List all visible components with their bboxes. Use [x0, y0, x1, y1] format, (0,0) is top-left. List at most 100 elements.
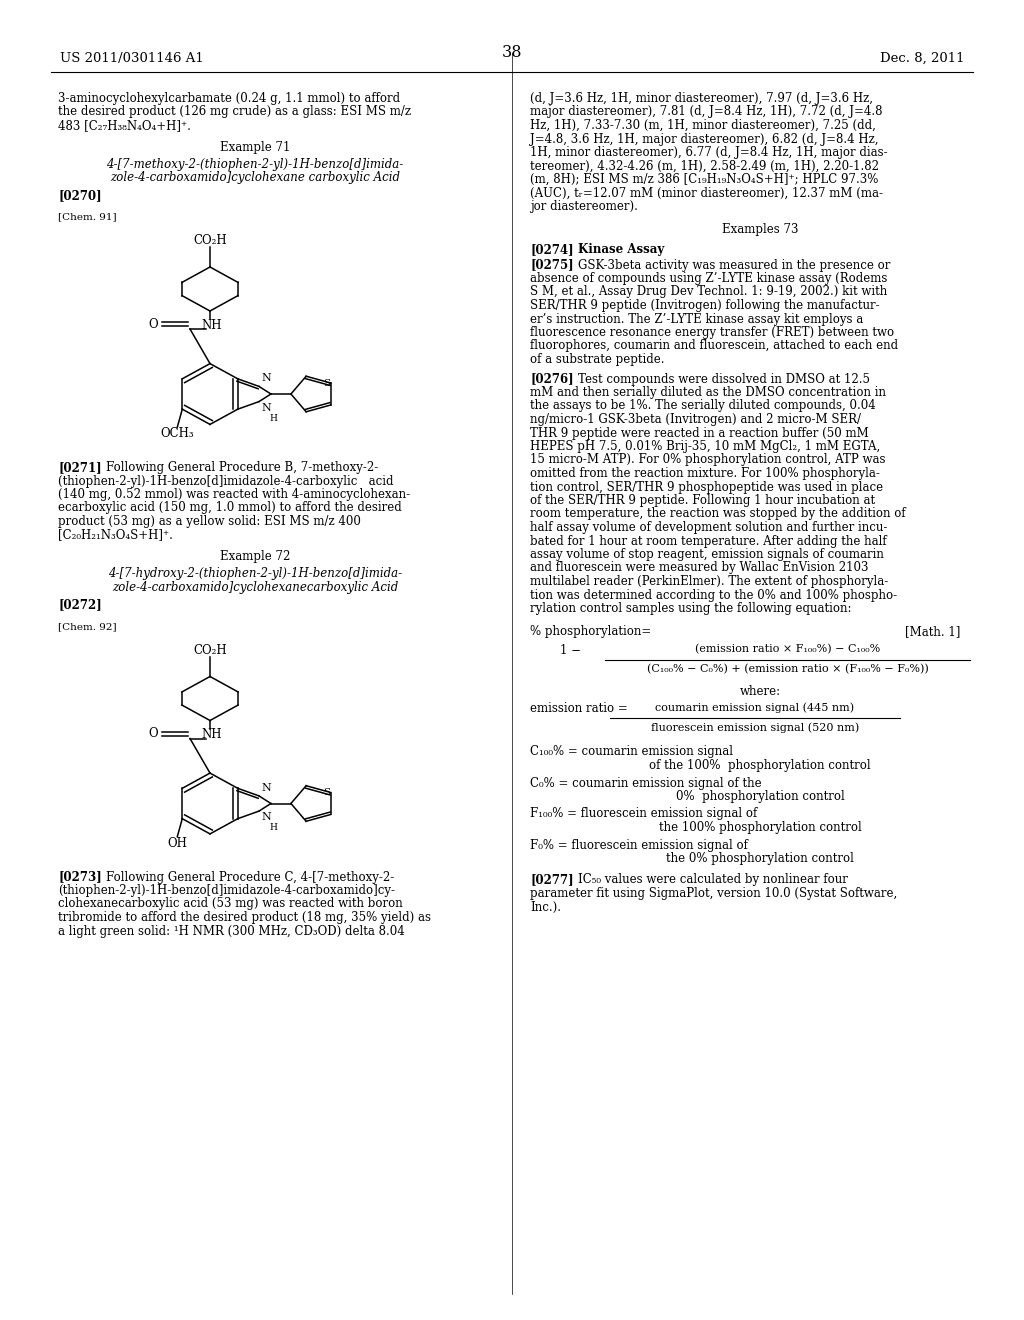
Text: N: N	[261, 403, 270, 413]
Text: [0273]: [0273]	[58, 870, 101, 883]
Text: emission ratio =: emission ratio =	[530, 702, 628, 715]
Text: [0276]: [0276]	[530, 372, 573, 385]
Text: US 2011/0301146 A1: US 2011/0301146 A1	[60, 51, 204, 65]
Text: zole-4-carboxamido]cyclohexane carboxylic Acid: zole-4-carboxamido]cyclohexane carboxyli…	[110, 172, 400, 185]
Text: tereomer), 4.32-4.26 (m, 1H), 2.58-2.49 (m, 1H), 2.20-1.82: tereomer), 4.32-4.26 (m, 1H), 2.58-2.49 …	[530, 160, 879, 173]
Text: F₁₀₀% = fluorescein emission signal of: F₁₀₀% = fluorescein emission signal of	[530, 808, 758, 821]
Text: the 0% phosphorylation control: the 0% phosphorylation control	[666, 851, 854, 865]
Text: Dec. 8, 2011: Dec. 8, 2011	[880, 51, 964, 65]
Text: N: N	[261, 783, 270, 793]
Text: NH: NH	[202, 319, 222, 333]
Text: absence of compounds using Z’-LYTE kinase assay (Rodems: absence of compounds using Z’-LYTE kinas…	[530, 272, 888, 285]
Text: H: H	[269, 413, 276, 422]
Text: of the SER/THR 9 peptide. Following 1 hour incubation at: of the SER/THR 9 peptide. Following 1 ho…	[530, 494, 876, 507]
Text: [0270]: [0270]	[58, 189, 101, 202]
Text: bated for 1 hour at room temperature. After adding the half: bated for 1 hour at room temperature. Af…	[530, 535, 887, 548]
Text: (140 mg, 0.52 mmol) was reacted with 4-aminocyclohexan-: (140 mg, 0.52 mmol) was reacted with 4-a…	[58, 488, 411, 502]
Text: THR 9 peptide were reacted in a reaction buffer (50 mM: THR 9 peptide were reacted in a reaction…	[530, 426, 868, 440]
Text: the 100% phosphorylation control: the 100% phosphorylation control	[658, 821, 861, 834]
Text: O: O	[148, 318, 158, 330]
Text: CO₂H: CO₂H	[194, 644, 226, 656]
Text: (thiophen-2-yl)-1H-benzo[d]imidazole-4-carboxylic   acid: (thiophen-2-yl)-1H-benzo[d]imidazole-4-c…	[58, 474, 393, 487]
Text: 0%  phosphorylation control: 0% phosphorylation control	[676, 789, 845, 803]
Text: omitted from the reaction mixture. For 100% phosphoryla-: omitted from the reaction mixture. For 1…	[530, 467, 880, 480]
Text: fluorescence resonance energy transfer (FRET) between two: fluorescence resonance energy transfer (…	[530, 326, 894, 339]
Text: Examples 73: Examples 73	[722, 223, 799, 236]
Text: room temperature, the reaction was stopped by the addition of: room temperature, the reaction was stopp…	[530, 507, 905, 520]
Text: (AUC), tᵣ=12.07 mM (minor diastereomer), 12.37 mM (ma-: (AUC), tᵣ=12.07 mM (minor diastereomer),…	[530, 186, 883, 199]
Text: where:: where:	[739, 685, 780, 698]
Text: (C₁₀₀% − C₀%) + (emission ratio × (F₁₀₀% − F₀%)): (C₁₀₀% − C₀%) + (emission ratio × (F₁₀₀%…	[646, 664, 929, 673]
Text: N: N	[261, 374, 270, 383]
Text: O: O	[148, 727, 158, 741]
Text: N: N	[261, 812, 270, 822]
Text: Test compounds were dissolved in DMSO at 12.5: Test compounds were dissolved in DMSO at…	[578, 372, 870, 385]
Text: C₀% = coumarin emission signal of the: C₀% = coumarin emission signal of the	[530, 776, 762, 789]
Text: C₁₀₀% = coumarin emission signal: C₁₀₀% = coumarin emission signal	[530, 746, 733, 759]
Text: SER/THR 9 peptide (Invitrogen) following the manufactur-: SER/THR 9 peptide (Invitrogen) following…	[530, 300, 880, 312]
Text: and fluorescein were measured by Wallac EnVision 2103: and fluorescein were measured by Wallac …	[530, 561, 868, 574]
Text: OH: OH	[167, 837, 187, 850]
Text: (thiophen-2-yl)-1H-benzo[d]imidazole-4-carboxamido]cy-: (thiophen-2-yl)-1H-benzo[d]imidazole-4-c…	[58, 884, 395, 898]
Text: H: H	[269, 824, 276, 832]
Text: ecarboxylic acid (150 mg, 1.0 mmol) to afford the desired: ecarboxylic acid (150 mg, 1.0 mmol) to a…	[58, 502, 401, 515]
Text: zole-4-carboxamido]cyclohexanecarboxylic Acid: zole-4-carboxamido]cyclohexanecarboxylic…	[112, 581, 398, 594]
Text: of a substrate peptide.: of a substrate peptide.	[530, 352, 665, 366]
Text: [Chem. 91]: [Chem. 91]	[58, 213, 117, 222]
Text: OCH₃: OCH₃	[161, 428, 195, 440]
Text: tion was determined according to the 0% and 100% phospho-: tion was determined according to the 0% …	[530, 589, 897, 602]
Text: Hz, 1H), 7.33-7.30 (m, 1H, minor diastereomer), 7.25 (dd,: Hz, 1H), 7.33-7.30 (m, 1H, minor diaster…	[530, 119, 876, 132]
Text: fluorescein emission signal (520 nm): fluorescein emission signal (520 nm)	[651, 722, 859, 733]
Text: 4-[7-methoxy-2-(thiophen-2-yl)-1H-benzo[d]imida-: 4-[7-methoxy-2-(thiophen-2-yl)-1H-benzo[…	[106, 158, 403, 172]
Text: [Chem. 92]: [Chem. 92]	[58, 622, 117, 631]
Text: 15 micro-M ATP). For 0% phosphorylation control, ATP was: 15 micro-M ATP). For 0% phosphorylation …	[530, 454, 886, 466]
Text: rylation control samples using the following equation:: rylation control samples using the follo…	[530, 602, 852, 615]
Text: multilabel reader (PerkinElmer). The extent of phosphoryla-: multilabel reader (PerkinElmer). The ext…	[530, 576, 888, 587]
Text: 1H, minor diastereomer), 6.77 (d, J=8.4 Hz, 1H, major dias-: 1H, minor diastereomer), 6.77 (d, J=8.4 …	[530, 147, 888, 158]
Text: 3-aminocyclohexylcarbamate (0.24 g, 1.1 mmol) to afford: 3-aminocyclohexylcarbamate (0.24 g, 1.1 …	[58, 92, 400, 106]
Text: tribromide to afford the desired product (18 mg, 35% yield) as: tribromide to afford the desired product…	[58, 911, 431, 924]
Text: [0271]: [0271]	[58, 461, 101, 474]
Text: the assays to be 1%. The serially diluted compounds, 0.04: the assays to be 1%. The serially dilute…	[530, 400, 876, 412]
Text: (m, 8H); ESI MS m/z 386 [C₁₉H₁₉N₃O₄S+H]⁺; HPLC 97.3%: (m, 8H); ESI MS m/z 386 [C₁₉H₁₉N₃O₄S+H]⁺…	[530, 173, 879, 186]
Text: half assay volume of development solution and further incu-: half assay volume of development solutio…	[530, 521, 888, 535]
Text: a light green solid: ¹H NMR (300 MHz, CD₃OD) delta 8.04: a light green solid: ¹H NMR (300 MHz, CD…	[58, 924, 404, 937]
Text: IC₅₀ values were calculated by nonlinear four: IC₅₀ values were calculated by nonlinear…	[578, 874, 848, 887]
Text: [0272]: [0272]	[58, 598, 101, 611]
Text: [C₂₀H₂₁N₃O₄S+H]⁺.: [C₂₀H₂₁N₃O₄S+H]⁺.	[58, 528, 173, 541]
Text: Kinase Assay: Kinase Assay	[578, 243, 665, 256]
Text: clohexanecarboxylic acid (53 mg) was reacted with boron: clohexanecarboxylic acid (53 mg) was rea…	[58, 898, 402, 911]
Text: of the 100%  phosphorylation control: of the 100% phosphorylation control	[649, 759, 870, 772]
Text: Inc.).: Inc.).	[530, 900, 561, 913]
Text: 4-[7-hydroxy-2-(thiophen-2-yl)-1H-benzo[d]imida-: 4-[7-hydroxy-2-(thiophen-2-yl)-1H-benzo[…	[108, 568, 402, 581]
Text: [Math. 1]: [Math. 1]	[904, 626, 961, 639]
Text: CO₂H: CO₂H	[194, 234, 226, 247]
Text: 1 −: 1 −	[560, 644, 581, 657]
Text: [0275]: [0275]	[530, 259, 573, 272]
Text: mM and then serially diluted as the DMSO concentration in: mM and then serially diluted as the DMSO…	[530, 385, 886, 399]
Text: jor diastereomer).: jor diastereomer).	[530, 201, 638, 213]
Text: 38: 38	[502, 44, 522, 61]
Text: GSK-3beta activity was measured in the presence or: GSK-3beta activity was measured in the p…	[578, 259, 891, 272]
Text: assay volume of stop reagent, emission signals of coumarin: assay volume of stop reagent, emission s…	[530, 548, 884, 561]
Text: Example 72: Example 72	[220, 550, 290, 564]
Text: J=4.8, 3.6 Hz, 1H, major diastereomer), 6.82 (d, J=8.4 Hz,: J=4.8, 3.6 Hz, 1H, major diastereomer), …	[530, 132, 879, 145]
Text: HEPES pH 7.5, 0.01% Brij-35, 10 mM MgCl₂, 1 mM EGTA,: HEPES pH 7.5, 0.01% Brij-35, 10 mM MgCl₂…	[530, 440, 881, 453]
Text: NH: NH	[202, 729, 222, 742]
Text: parameter fit using SigmaPlot, version 10.0 (Systat Software,: parameter fit using SigmaPlot, version 1…	[530, 887, 897, 900]
Text: major diastereomer), 7.81 (d, J=8.4 Hz, 1H), 7.72 (d, J=4.8: major diastereomer), 7.81 (d, J=8.4 Hz, …	[530, 106, 883, 119]
Text: 483 [C₂₇H₃₈N₄O₄+H]⁺.: 483 [C₂₇H₃₈N₄O₄+H]⁺.	[58, 119, 190, 132]
Text: [0277]: [0277]	[530, 874, 573, 887]
Text: tion control, SER/THR 9 phosphopeptide was used in place: tion control, SER/THR 9 phosphopeptide w…	[530, 480, 883, 494]
Text: the desired product (126 mg crude) as a glass: ESI MS m/z: the desired product (126 mg crude) as a …	[58, 106, 411, 119]
Text: S: S	[324, 788, 331, 797]
Text: ng/micro-1 GSK-3beta (Invitrogen) and 2 micro-M SER/: ng/micro-1 GSK-3beta (Invitrogen) and 2 …	[530, 413, 861, 426]
Text: Following General Procedure C, 4-[7-methoxy-2-: Following General Procedure C, 4-[7-meth…	[106, 870, 394, 883]
Text: S M, et al., Assay Drug Dev Technol. 1: 9-19, 2002.) kit with: S M, et al., Assay Drug Dev Technol. 1: …	[530, 285, 887, 298]
Text: coumarin emission signal (445 nm): coumarin emission signal (445 nm)	[655, 702, 855, 713]
Text: [0274]: [0274]	[530, 243, 573, 256]
Text: (emission ratio × F₁₀₀%) − C₁₀₀%: (emission ratio × F₁₀₀%) − C₁₀₀%	[695, 644, 880, 655]
Text: Example 71: Example 71	[220, 140, 290, 153]
Text: fluorophores, coumarin and fluorescein, attached to each end: fluorophores, coumarin and fluorescein, …	[530, 339, 898, 352]
Text: (d, J=3.6 Hz, 1H, minor diastereomer), 7.97 (d, J=3.6 Hz,: (d, J=3.6 Hz, 1H, minor diastereomer), 7…	[530, 92, 873, 106]
